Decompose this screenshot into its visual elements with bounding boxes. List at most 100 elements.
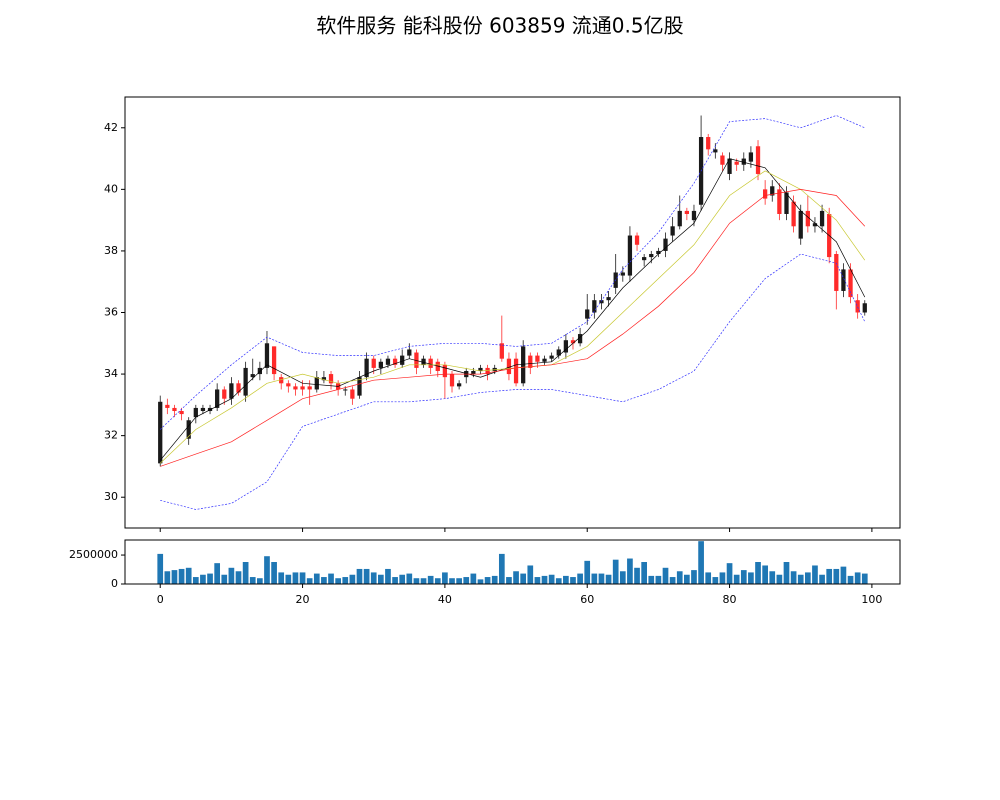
candle-body bbox=[392, 358, 398, 365]
candle-body bbox=[243, 367, 248, 396]
volume-bar bbox=[627, 558, 633, 584]
x-tick-label: 80 bbox=[723, 593, 737, 606]
candle-body bbox=[642, 257, 647, 261]
volume-bar bbox=[399, 574, 406, 584]
candle-body bbox=[286, 383, 291, 387]
candle-body bbox=[521, 346, 526, 384]
volume-bar bbox=[214, 563, 221, 584]
volume-bar bbox=[648, 575, 655, 584]
volume-bar bbox=[676, 571, 683, 584]
candle-body bbox=[179, 411, 184, 415]
candle-body bbox=[777, 189, 782, 214]
candle-body bbox=[300, 386, 305, 390]
volume-bar bbox=[812, 565, 818, 584]
volume-bar bbox=[740, 570, 747, 584]
volume-bar bbox=[776, 574, 783, 584]
volume-bar bbox=[321, 577, 327, 584]
volume-bar bbox=[285, 574, 292, 584]
chart-title: 软件服务 能科股份 603859 流通0.5亿股 bbox=[316, 14, 683, 38]
volume-bar bbox=[804, 572, 811, 584]
candle-body bbox=[748, 152, 754, 162]
candle-body bbox=[848, 269, 853, 298]
indicator-line bbox=[159, 170, 866, 464]
candle-body bbox=[343, 389, 348, 391]
candle-body bbox=[186, 420, 191, 439]
x-tick-label: 100 bbox=[861, 593, 882, 606]
candle-body bbox=[200, 407, 206, 412]
candle-body bbox=[855, 300, 860, 313]
candle-body bbox=[485, 367, 490, 375]
candle-body bbox=[734, 161, 739, 165]
volume-bar bbox=[534, 577, 541, 584]
y-tick-label: 34 bbox=[104, 367, 118, 380]
volume-bar bbox=[491, 575, 498, 584]
volume-bar bbox=[171, 570, 178, 584]
candle-body bbox=[506, 358, 512, 375]
volume-bar bbox=[257, 578, 263, 584]
volume-bar bbox=[513, 571, 519, 584]
volume-bar bbox=[157, 553, 164, 584]
candle-body bbox=[513, 358, 519, 384]
volume-bar bbox=[484, 577, 491, 584]
volume-bar bbox=[242, 562, 249, 584]
candle-body bbox=[535, 355, 540, 362]
candle-body bbox=[649, 254, 654, 258]
volume-bar bbox=[178, 568, 185, 584]
candle-body bbox=[677, 210, 682, 227]
candle-body bbox=[819, 210, 825, 227]
x-tick-label: 20 bbox=[296, 593, 310, 606]
candle-body bbox=[271, 346, 277, 375]
volume-bar bbox=[563, 575, 569, 584]
y-tick-label: 36 bbox=[104, 306, 118, 319]
volume-bar bbox=[271, 562, 277, 584]
candle-body bbox=[542, 358, 547, 362]
candle-body bbox=[720, 155, 725, 165]
volume-bar bbox=[385, 568, 391, 584]
candle-body bbox=[670, 226, 675, 236]
candle-body bbox=[378, 361, 383, 368]
volume-bar bbox=[228, 567, 235, 584]
volume-bar bbox=[335, 578, 341, 584]
volume-bar bbox=[555, 578, 562, 584]
volume-bar bbox=[377, 574, 384, 584]
candle-body bbox=[691, 210, 697, 221]
volume-bar bbox=[456, 578, 462, 584]
volume-bar bbox=[733, 574, 740, 584]
candle-body bbox=[421, 358, 426, 365]
axes-frame bbox=[124, 539, 901, 585]
volume-bar bbox=[192, 577, 199, 584]
volume-bar bbox=[470, 573, 477, 584]
y-tick-label: 42 bbox=[104, 121, 118, 134]
volume-bar bbox=[278, 572, 285, 584]
volume-bar bbox=[662, 567, 669, 584]
volume-bar bbox=[306, 578, 313, 584]
candle-body bbox=[627, 235, 633, 276]
volume-bar bbox=[349, 574, 356, 584]
y-tick-label: 40 bbox=[104, 182, 118, 195]
candle-body bbox=[456, 383, 462, 387]
candle-body bbox=[314, 377, 319, 390]
candle-body bbox=[215, 389, 220, 408]
volume-bar bbox=[691, 570, 697, 584]
volume-bar bbox=[619, 571, 626, 584]
volume-bar bbox=[541, 575, 548, 584]
volume-bar bbox=[392, 577, 398, 584]
volume-bar bbox=[719, 572, 726, 584]
volume-bar bbox=[235, 571, 242, 584]
volume-bar bbox=[370, 572, 377, 584]
indicator-line bbox=[160, 253, 866, 510]
candle-body bbox=[471, 370, 476, 375]
volume-bar bbox=[712, 577, 719, 584]
candle-body bbox=[585, 309, 590, 319]
x-tick-label: 40 bbox=[438, 593, 452, 606]
candle-body bbox=[264, 343, 270, 368]
volume-bar bbox=[249, 577, 256, 584]
candle-body bbox=[577, 334, 583, 344]
volume-bar bbox=[641, 562, 648, 584]
volume-bar bbox=[655, 575, 662, 584]
candle-body bbox=[385, 358, 391, 365]
volume-bar bbox=[356, 568, 363, 584]
volume-bar bbox=[363, 568, 370, 584]
candle-body bbox=[592, 300, 597, 313]
volume-bar bbox=[548, 574, 555, 584]
